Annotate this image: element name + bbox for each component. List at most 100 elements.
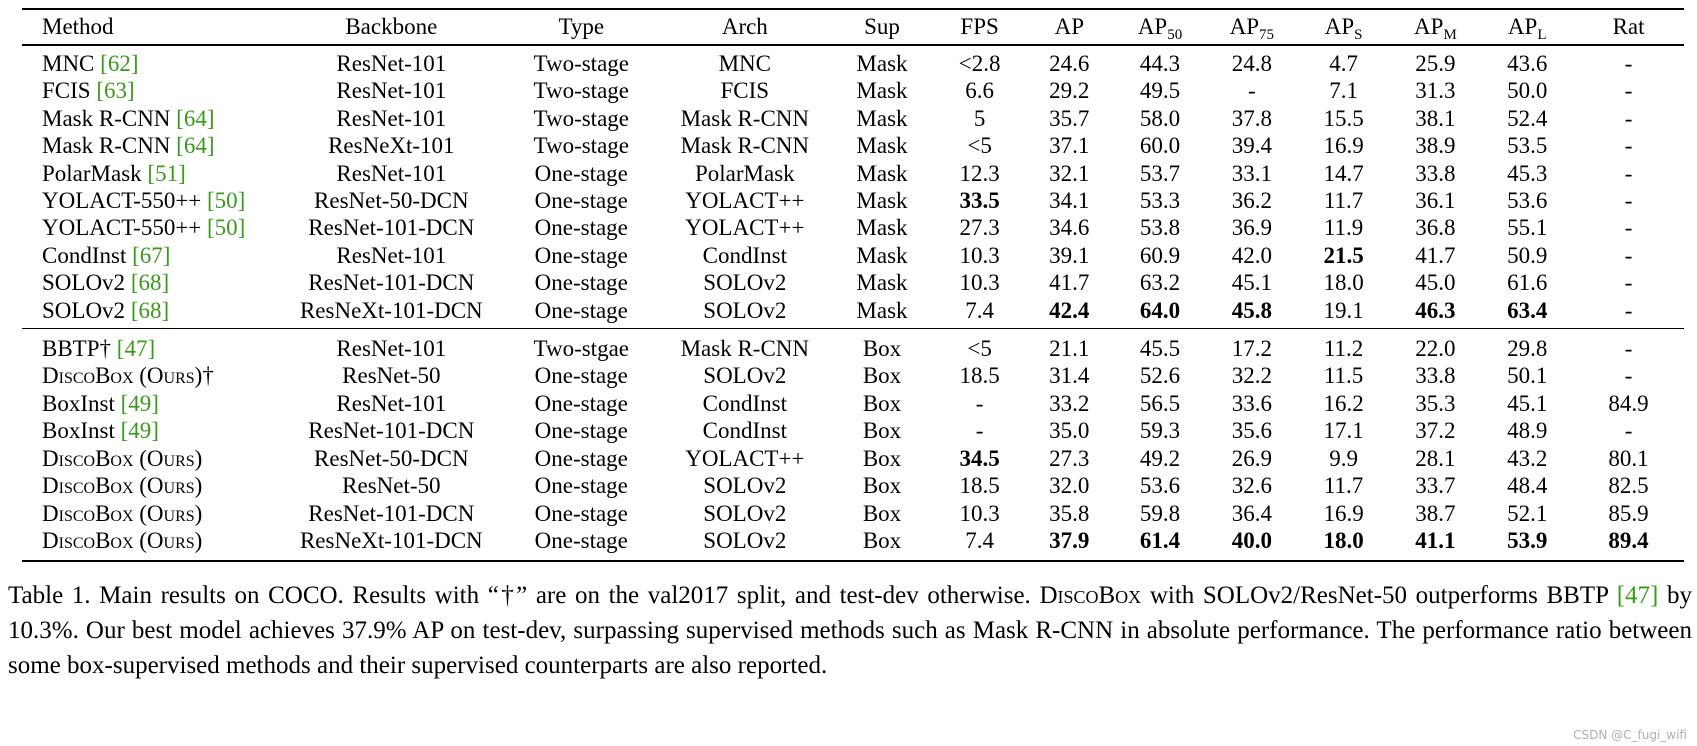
cell-fps: <5 [967,133,992,159]
cell-apl: 29.8 [1507,336,1548,362]
cell-type: One-stage [534,390,628,416]
col-ap50-base: AP [1137,14,1168,39]
cell-sup: Box [862,527,902,553]
method-citation: [49] [120,390,159,416]
cell-arch: FCIS [720,78,770,104]
cell-rat: - [1624,336,1633,362]
cell-ap50: 52.6 [1139,363,1181,389]
cell-apl: 45.1 [1507,390,1548,416]
cell-arch: PolarMask [694,160,795,186]
cell-apl: 50.1 [1507,363,1548,389]
cell-apm: 46.3 [1415,297,1456,323]
cell-sup: Mask [856,133,908,159]
col-apm-base: AP [1414,14,1444,39]
cell-apl: 63.4 [1507,297,1548,323]
cell-fps: 33.5 [959,188,1000,214]
cell-ap50: 49.5 [1139,78,1181,104]
cell-rat: - [1624,160,1633,186]
cell-rat: 89.4 [1608,527,1649,553]
cell-arch: SOLOv2 [703,297,787,323]
cell-backbone: ResNet-101 [336,390,447,416]
cell-aps: 4.7 [1329,51,1358,76]
cell-backbone: ResNet-101 [336,78,447,104]
cell-apm: 38.7 [1415,500,1456,526]
cell-apm: 41.1 [1415,527,1456,553]
cell-fps: <5 [967,336,992,362]
col-ap75: AP75 [1206,9,1298,45]
table-row: DiscoBox (Ours)† ResNet-50 One-stage SOLOv2… [22,362,1684,389]
method-name: Mask R-CNN [42,133,177,159]
cell-backbone: ResNeXt-101-DCN [299,527,483,553]
cell-backbone: ResNet-101 [336,105,447,131]
cell-aps: 18.0 [1323,527,1364,553]
cell-ap: 35.8 [1049,500,1090,526]
method-citation: [50] [207,188,246,214]
table-row: FCIS [63] ResNet-101 Two-stage FCIS Mask 6.6 2… [22,77,1684,104]
cell-sup: Box [862,363,902,389]
cell-ap: 33.2 [1049,390,1090,416]
cell-ap75: 45.8 [1231,297,1272,323]
cell-ap50: 59.3 [1139,418,1181,444]
cell-backbone: ResNet-101-DCN [308,418,475,444]
col-method: Method [42,14,114,39]
cell-backbone: ResNet-50 [342,363,441,389]
cell-method: SOLOv2 [68] [22,297,281,329]
cell-apm: 28.1 [1415,445,1456,471]
cell-aps: 11.7 [1323,188,1364,214]
method-citation: [49] [120,418,159,444]
cell-ap50: 63.2 [1139,270,1181,296]
table-caption: Table 1. Main results on COCO. Results w… [8,578,1692,683]
cell-fps: 34.5 [959,445,1000,471]
method-name: BoxInst [42,418,121,444]
method-name: YOLACT-550++ [42,188,208,214]
cell-ap75: 35.6 [1231,418,1272,444]
cell-sup: Box [862,473,902,499]
col-backbone: Backbone [345,14,438,39]
cell-sup: Mask [856,215,908,241]
method-citation: [62] [100,51,139,76]
table-row: DiscoBox (Ours) ResNet-50-DCN One-stage YOL… [22,445,1684,472]
cell-apm: 36.1 [1415,188,1456,214]
cell-aps: 15.5 [1323,105,1364,131]
col-ap: AP [1054,14,1084,39]
col-apm: APM [1390,9,1482,45]
cell-apl: 48.9 [1507,418,1548,444]
cell-backbone: ResNet-50 [342,473,441,499]
cell-apm: 33.8 [1415,160,1456,186]
method-name: BoxInst [42,390,121,416]
cell-type: One-stage [534,500,628,526]
caption-rest: by 10.3%. Our best model achieves 37.9% … [8,582,1693,679]
table-row: SOLOv2 [68] ResNet-101-DCN One-stage SOLOv2… [22,269,1684,296]
table-row: BoxInst [49] ResNet-101 One-stage CondInst B… [22,390,1684,417]
cell-type: Two-stage [533,133,629,159]
cell-apm: 33.7 [1415,473,1456,499]
col-arch: Arch [721,14,768,39]
cell-apl: 50.9 [1507,242,1548,268]
cell-ap: 29.2 [1049,78,1090,104]
method-name: CondInst [42,242,133,268]
cell-fps: - [975,418,984,444]
cell-method: FCIS [63] [22,77,281,104]
cell-ap75: 42.0 [1231,242,1272,268]
cell-method: YOLACT-550++ [50] [22,187,281,214]
cell-ap75: 40.0 [1231,527,1272,553]
cell-type: One-stage [534,527,628,553]
cell-fps: 5 [973,105,986,131]
col-apl-base: AP [1507,14,1538,39]
cell-ap50: 64.0 [1139,297,1181,323]
cell-ap50: 49.2 [1139,445,1181,471]
cell-ap: 32.1 [1049,160,1090,186]
cell-sup: Mask [856,105,908,131]
cell-aps: 7.1 [1329,78,1358,104]
cell-method: SOLOv2 [68] [22,269,281,296]
cell-arch: CondInst [702,242,787,268]
col-ap75-base: AP [1229,14,1260,39]
cell-ap: 34.1 [1049,188,1090,214]
caption-method-name: DiscoBox [1039,582,1142,609]
cell-ap50: 45.5 [1139,336,1181,362]
cell-apm: 41.7 [1415,242,1456,268]
method-citation: [64] [176,133,215,159]
cell-sup: Mask [856,297,908,323]
cell-aps: 14.7 [1323,160,1364,186]
cell-sup: Box [862,445,902,471]
